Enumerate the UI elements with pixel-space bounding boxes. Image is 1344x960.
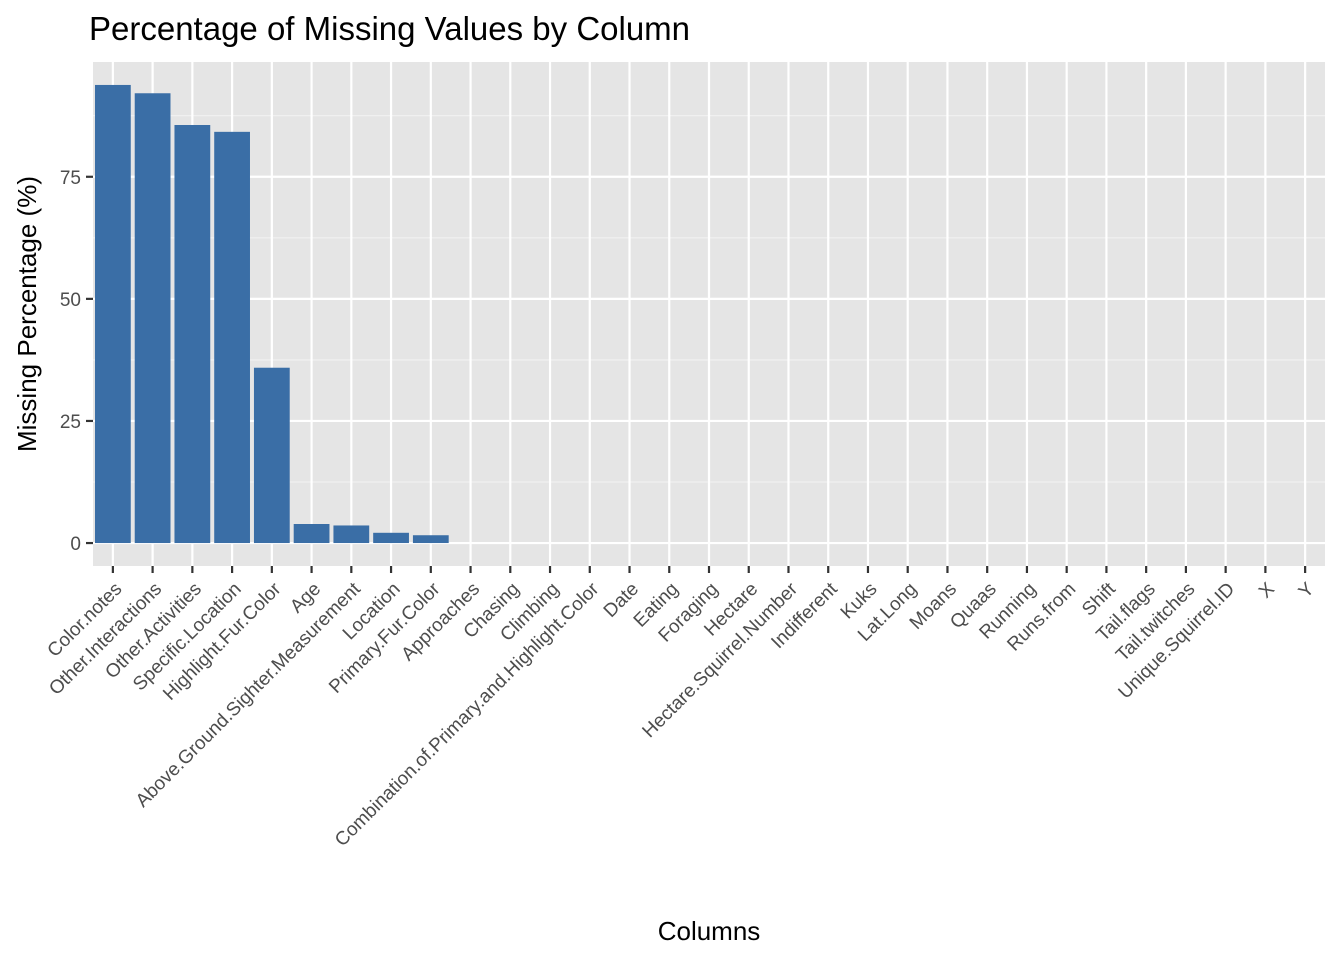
y-axis-title: Missing Percentage (%) bbox=[12, 176, 42, 452]
bars bbox=[94, 84, 449, 544]
bar-other-activities bbox=[174, 125, 211, 544]
bar-above-ground-sighter-measurement bbox=[333, 525, 370, 544]
bar-primary-fur-color bbox=[412, 535, 449, 544]
bar-highlight-fur-color bbox=[253, 367, 290, 544]
bar-other-interactions bbox=[134, 93, 171, 544]
bar-age bbox=[293, 524, 330, 544]
chart-title: Percentage of Missing Values by Column bbox=[89, 10, 690, 47]
x-axis: Color.notesOther.InteractionsOther.Activ… bbox=[44, 566, 1319, 851]
x-tick-label: X bbox=[1255, 578, 1279, 602]
y-tick-label: 75 bbox=[60, 168, 81, 189]
x-axis-title: Columns bbox=[658, 916, 761, 946]
x-tick-label: Y bbox=[1295, 578, 1319, 602]
bar-color-notes bbox=[94, 84, 131, 544]
bar-specific-location bbox=[214, 131, 250, 544]
y-tick-label: 25 bbox=[60, 412, 81, 433]
y-tick-label: 0 bbox=[70, 534, 81, 555]
bar-location bbox=[373, 532, 409, 544]
y-axis: 0 25 50 75 bbox=[60, 168, 93, 555]
y-tick-label: 50 bbox=[60, 290, 81, 311]
